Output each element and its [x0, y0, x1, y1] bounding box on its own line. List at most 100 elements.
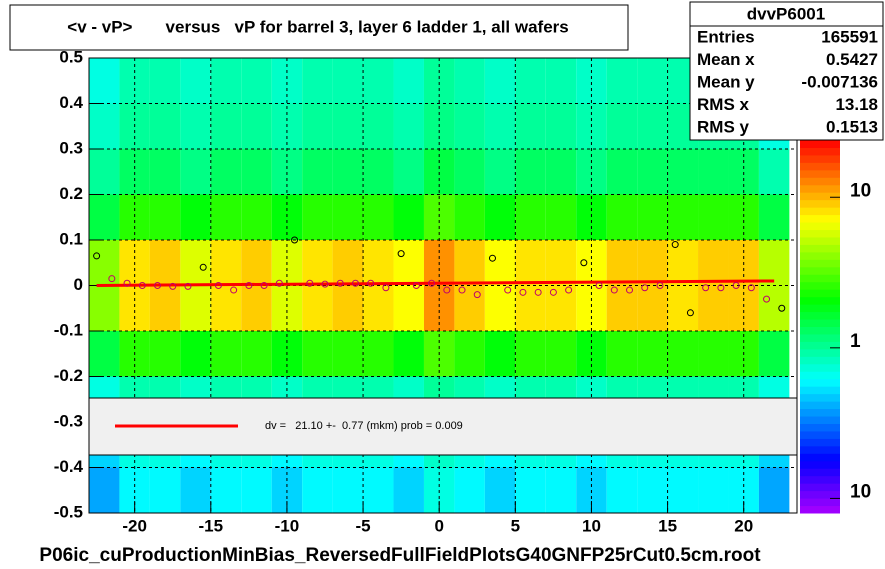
heat-cell	[637, 149, 668, 195]
heat-cell	[484, 285, 516, 331]
colorbar-cell	[800, 490, 840, 499]
heat-cell	[241, 58, 272, 104]
heat-cell	[241, 331, 272, 377]
heat-cell	[454, 240, 485, 286]
colorbar-cell	[800, 311, 840, 320]
x-tick-label: -5	[356, 516, 371, 535]
heat-cell	[210, 331, 242, 377]
heat-cell	[180, 194, 211, 240]
heat-cell	[393, 58, 424, 104]
heat-cell	[606, 58, 638, 104]
profile-point	[763, 295, 771, 303]
heat-cell	[484, 331, 516, 377]
heat-cell	[637, 285, 668, 331]
heat-cell	[515, 467, 546, 513]
heat-cell	[180, 331, 211, 377]
heat-cell	[89, 58, 120, 104]
profile-point	[336, 279, 344, 287]
profile-point	[443, 286, 451, 294]
y-tick-label: 0	[74, 275, 83, 294]
heat-cell	[302, 331, 333, 377]
heat-cell	[210, 467, 242, 513]
heat-cell	[241, 285, 272, 331]
heat-cell	[545, 149, 577, 195]
profile-point	[199, 263, 207, 271]
heat-cell	[363, 331, 394, 377]
profile-point	[321, 280, 329, 288]
y-tick-label: 0.1	[59, 229, 83, 248]
profile-point	[367, 279, 375, 287]
colorbar-cell	[800, 348, 840, 357]
heat-cell	[363, 285, 394, 331]
heat-cell	[180, 58, 211, 104]
heat-cell	[363, 58, 394, 104]
x-tick-label: -10	[275, 516, 300, 535]
heat-cell	[484, 240, 516, 286]
profile-point	[138, 282, 146, 289]
colorbar-cell	[800, 274, 840, 283]
heat-cell	[89, 467, 120, 513]
heat-cell	[302, 285, 333, 331]
heat-cell	[698, 149, 729, 195]
profile-point	[291, 236, 299, 244]
heat-cell	[637, 103, 668, 149]
colorbar-cell	[800, 192, 840, 201]
colorbar-cell	[800, 475, 840, 484]
heat-cell	[637, 58, 668, 104]
colorbar-cell	[800, 356, 840, 365]
x-tick-label: 15	[658, 516, 677, 535]
colorbar-cell	[800, 483, 840, 492]
heat-cell	[758, 331, 790, 377]
heat-cell	[484, 58, 516, 104]
profile-point	[565, 286, 573, 294]
colorbar-cell	[800, 430, 840, 439]
profile-point	[488, 254, 496, 262]
heat-cell	[515, 194, 546, 240]
x-tick-label: -15	[199, 516, 224, 535]
heat-cell	[363, 103, 394, 149]
heat-cell	[545, 240, 577, 286]
heat-cell	[89, 285, 120, 331]
stats-value: 165591	[821, 27, 878, 46]
heat-cell	[515, 58, 546, 104]
heat-cell	[149, 240, 181, 286]
profile-point	[169, 282, 177, 290]
heat-cell	[241, 149, 272, 195]
heat-cell	[545, 194, 577, 240]
heat-cell	[302, 194, 333, 240]
heat-cell	[667, 149, 699, 195]
y-tick-label: -0.3	[54, 411, 83, 430]
chart-title: <v - vP> versus vP for barrel 3, layer 6…	[67, 17, 568, 36]
colorbar-cell	[800, 319, 840, 327]
colorbar-cell	[800, 423, 840, 432]
heat-cell	[89, 149, 120, 195]
profile-point	[580, 259, 588, 267]
heat-cell	[302, 58, 333, 104]
profile-point	[458, 286, 466, 294]
colorbar-cell	[800, 199, 840, 208]
heat-cell	[637, 194, 668, 240]
heat-cell	[332, 149, 364, 195]
profile-point	[686, 309, 694, 317]
heat-cell	[180, 103, 211, 149]
profile-point	[656, 282, 664, 289]
heat-cell	[393, 467, 424, 513]
heat-cell	[606, 194, 638, 240]
profile-point	[93, 252, 101, 260]
fit-line	[96, 279, 775, 287]
heat-cell	[89, 194, 120, 240]
profile-point	[519, 288, 527, 296]
stats-label: Mean x	[697, 50, 755, 69]
heat-cell	[241, 467, 272, 513]
heat-cell	[332, 467, 364, 513]
colorbar-cell	[800, 505, 840, 514]
heat-cell	[393, 240, 424, 286]
heat-cell	[393, 149, 424, 195]
heat-cell	[180, 149, 211, 195]
colorbar-cell	[800, 438, 840, 447]
legend-label: dv = 21.10 +- 0.77 (mkm) prob = 0.009	[265, 420, 463, 432]
y-tick-label: 0.4	[59, 93, 83, 112]
y-tick-label: -0.5	[54, 502, 83, 521]
heat-cell	[302, 467, 333, 513]
heat-cell	[667, 467, 699, 513]
